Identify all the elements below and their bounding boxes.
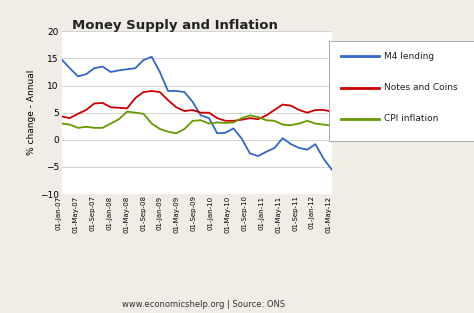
Text: Money Supply and Inflation: Money Supply and Inflation	[73, 19, 278, 32]
Text: CPI inflation: CPI inflation	[384, 115, 438, 123]
Text: www.economicshelp.org | Source: ONS: www.economicshelp.org | Source: ONS	[122, 300, 285, 309]
Y-axis label: % change - Annual: % change - Annual	[27, 70, 36, 155]
Text: M4 lending: M4 lending	[384, 52, 434, 61]
Text: Notes and Coins: Notes and Coins	[384, 83, 457, 92]
